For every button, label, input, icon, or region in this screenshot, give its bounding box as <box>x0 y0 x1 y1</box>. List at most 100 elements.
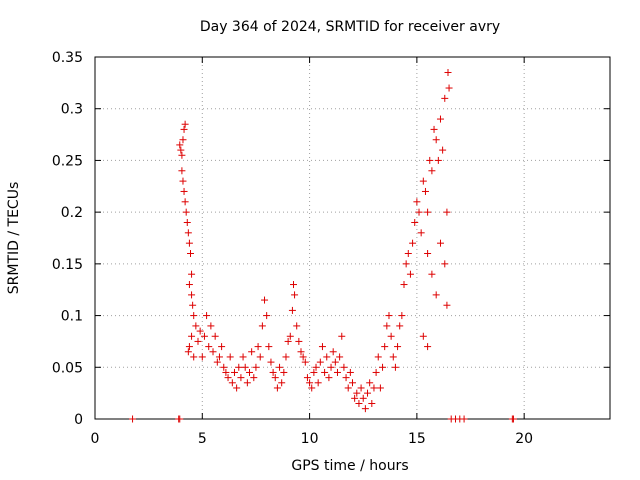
data-point <box>331 358 339 366</box>
data-point <box>443 208 451 216</box>
data-point <box>181 198 189 206</box>
data-point <box>327 363 335 371</box>
data-point <box>224 374 232 382</box>
data-point <box>357 384 365 392</box>
data-point <box>419 177 427 185</box>
data-point <box>366 379 374 387</box>
data-point <box>258 322 266 330</box>
data-point <box>394 343 402 351</box>
data-point <box>215 353 223 361</box>
data-point <box>389 353 397 361</box>
data-point <box>353 389 361 397</box>
data-points <box>129 69 517 423</box>
data-point <box>370 384 378 392</box>
data-point <box>383 322 391 330</box>
data-point <box>185 281 193 289</box>
data-point <box>184 348 192 356</box>
data-point <box>129 415 137 423</box>
data-point <box>188 270 196 278</box>
data-point <box>409 239 417 247</box>
data-point <box>177 146 185 154</box>
data-point <box>444 69 452 77</box>
data-point <box>424 343 432 351</box>
data-point <box>241 363 249 371</box>
data-point <box>186 250 194 258</box>
data-point <box>441 260 449 268</box>
data-point <box>387 332 395 340</box>
data-point <box>267 358 275 366</box>
data-point <box>273 384 281 392</box>
data-point <box>333 368 341 376</box>
x-axis-ticks: 0 5 10 15 20 <box>91 57 533 447</box>
data-point <box>323 353 331 361</box>
data-point <box>196 327 204 335</box>
y-tick-label: 0.05 <box>52 360 83 376</box>
data-point <box>200 332 208 340</box>
data-point <box>180 187 188 195</box>
data-point <box>205 343 213 351</box>
data-point <box>413 198 421 206</box>
data-point <box>239 353 247 361</box>
data-point <box>218 343 226 351</box>
data-point <box>419 332 427 340</box>
data-point <box>415 208 423 216</box>
data-point <box>443 301 451 309</box>
data-point <box>398 312 406 320</box>
data-point <box>291 291 299 299</box>
data-point <box>213 358 221 366</box>
data-point <box>406 270 414 278</box>
data-point <box>288 306 296 314</box>
data-point <box>402 260 410 268</box>
data-point <box>306 379 314 387</box>
data-point <box>312 363 320 371</box>
data-point <box>411 218 419 226</box>
data-point <box>404 250 412 258</box>
x-tick-label: 0 <box>91 431 100 447</box>
data-point <box>396 322 404 330</box>
data-point <box>256 353 264 361</box>
x-axis-label: GPS time / hours <box>291 458 408 474</box>
data-point <box>235 363 243 371</box>
data-point <box>325 374 333 382</box>
data-point <box>179 177 187 185</box>
data-point <box>265 343 273 351</box>
data-point <box>181 120 189 128</box>
data-point <box>336 353 344 361</box>
data-point <box>417 229 425 237</box>
data-point <box>368 399 376 407</box>
data-point <box>338 332 346 340</box>
x-tick-label: 10 <box>301 431 319 447</box>
data-point <box>509 415 517 423</box>
chart-title: Day 364 of 2024, SRMTID for receiver avr… <box>200 19 500 35</box>
data-point <box>226 353 234 361</box>
data-point <box>261 296 269 304</box>
data-point <box>424 208 432 216</box>
data-point <box>192 322 200 330</box>
data-point <box>182 208 190 216</box>
data-point <box>280 368 288 376</box>
data-point <box>355 399 363 407</box>
data-point <box>207 322 215 330</box>
data-point <box>426 156 434 164</box>
data-point <box>180 125 188 133</box>
data-point <box>190 312 198 320</box>
data-point <box>276 363 284 371</box>
data-point <box>364 389 372 397</box>
data-point <box>346 368 354 376</box>
y-tick-label: 0 <box>74 412 83 428</box>
data-point <box>308 384 316 392</box>
y-tick-label: 0.35 <box>52 50 83 66</box>
data-point <box>441 94 449 102</box>
data-point <box>176 415 184 423</box>
data-point <box>228 379 236 387</box>
data-point <box>179 136 187 144</box>
y-tick-label: 0.3 <box>61 102 83 118</box>
data-point <box>284 337 292 345</box>
data-point <box>250 374 258 382</box>
data-point <box>263 312 271 320</box>
data-point <box>178 151 186 159</box>
data-point <box>254 343 262 351</box>
data-point <box>209 348 217 356</box>
data-point <box>445 84 453 92</box>
